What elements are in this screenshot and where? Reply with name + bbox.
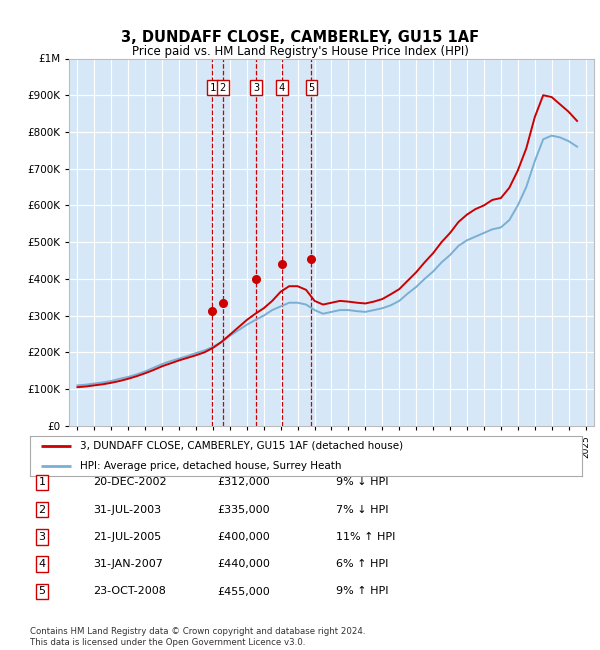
Text: 2: 2 bbox=[38, 504, 46, 515]
Text: 3, DUNDAFF CLOSE, CAMBERLEY, GU15 1AF (detached house): 3, DUNDAFF CLOSE, CAMBERLEY, GU15 1AF (d… bbox=[80, 441, 403, 450]
Text: 5: 5 bbox=[308, 83, 314, 93]
Text: £312,000: £312,000 bbox=[217, 477, 270, 488]
Text: 21-JUL-2005: 21-JUL-2005 bbox=[93, 532, 161, 542]
Text: 11% ↑ HPI: 11% ↑ HPI bbox=[336, 532, 395, 542]
Text: Price paid vs. HM Land Registry's House Price Index (HPI): Price paid vs. HM Land Registry's House … bbox=[131, 45, 469, 58]
Text: 9% ↓ HPI: 9% ↓ HPI bbox=[336, 477, 389, 488]
Text: 23-OCT-2008: 23-OCT-2008 bbox=[93, 586, 166, 597]
Text: £440,000: £440,000 bbox=[217, 559, 270, 569]
Text: 4: 4 bbox=[279, 83, 285, 93]
Text: 3: 3 bbox=[253, 83, 259, 93]
Text: £400,000: £400,000 bbox=[217, 532, 270, 542]
Text: 6% ↑ HPI: 6% ↑ HPI bbox=[336, 559, 388, 569]
Text: 7% ↓ HPI: 7% ↓ HPI bbox=[336, 504, 389, 515]
Text: 5: 5 bbox=[38, 586, 46, 597]
Text: 9% ↑ HPI: 9% ↑ HPI bbox=[336, 586, 389, 597]
Text: 1: 1 bbox=[209, 83, 215, 93]
Text: 4: 4 bbox=[38, 559, 46, 569]
Text: £335,000: £335,000 bbox=[217, 504, 270, 515]
Text: 31-JUL-2003: 31-JUL-2003 bbox=[93, 504, 161, 515]
Text: 2: 2 bbox=[220, 83, 226, 93]
Text: £455,000: £455,000 bbox=[217, 586, 270, 597]
Text: HPI: Average price, detached house, Surrey Heath: HPI: Average price, detached house, Surr… bbox=[80, 461, 341, 471]
Text: 31-JAN-2007: 31-JAN-2007 bbox=[93, 559, 163, 569]
Text: Contains HM Land Registry data © Crown copyright and database right 2024.
This d: Contains HM Land Registry data © Crown c… bbox=[30, 627, 365, 647]
Text: 1: 1 bbox=[38, 477, 46, 488]
Text: 20-DEC-2002: 20-DEC-2002 bbox=[93, 477, 167, 488]
Text: 3, DUNDAFF CLOSE, CAMBERLEY, GU15 1AF: 3, DUNDAFF CLOSE, CAMBERLEY, GU15 1AF bbox=[121, 30, 479, 46]
Text: 3: 3 bbox=[38, 532, 46, 542]
